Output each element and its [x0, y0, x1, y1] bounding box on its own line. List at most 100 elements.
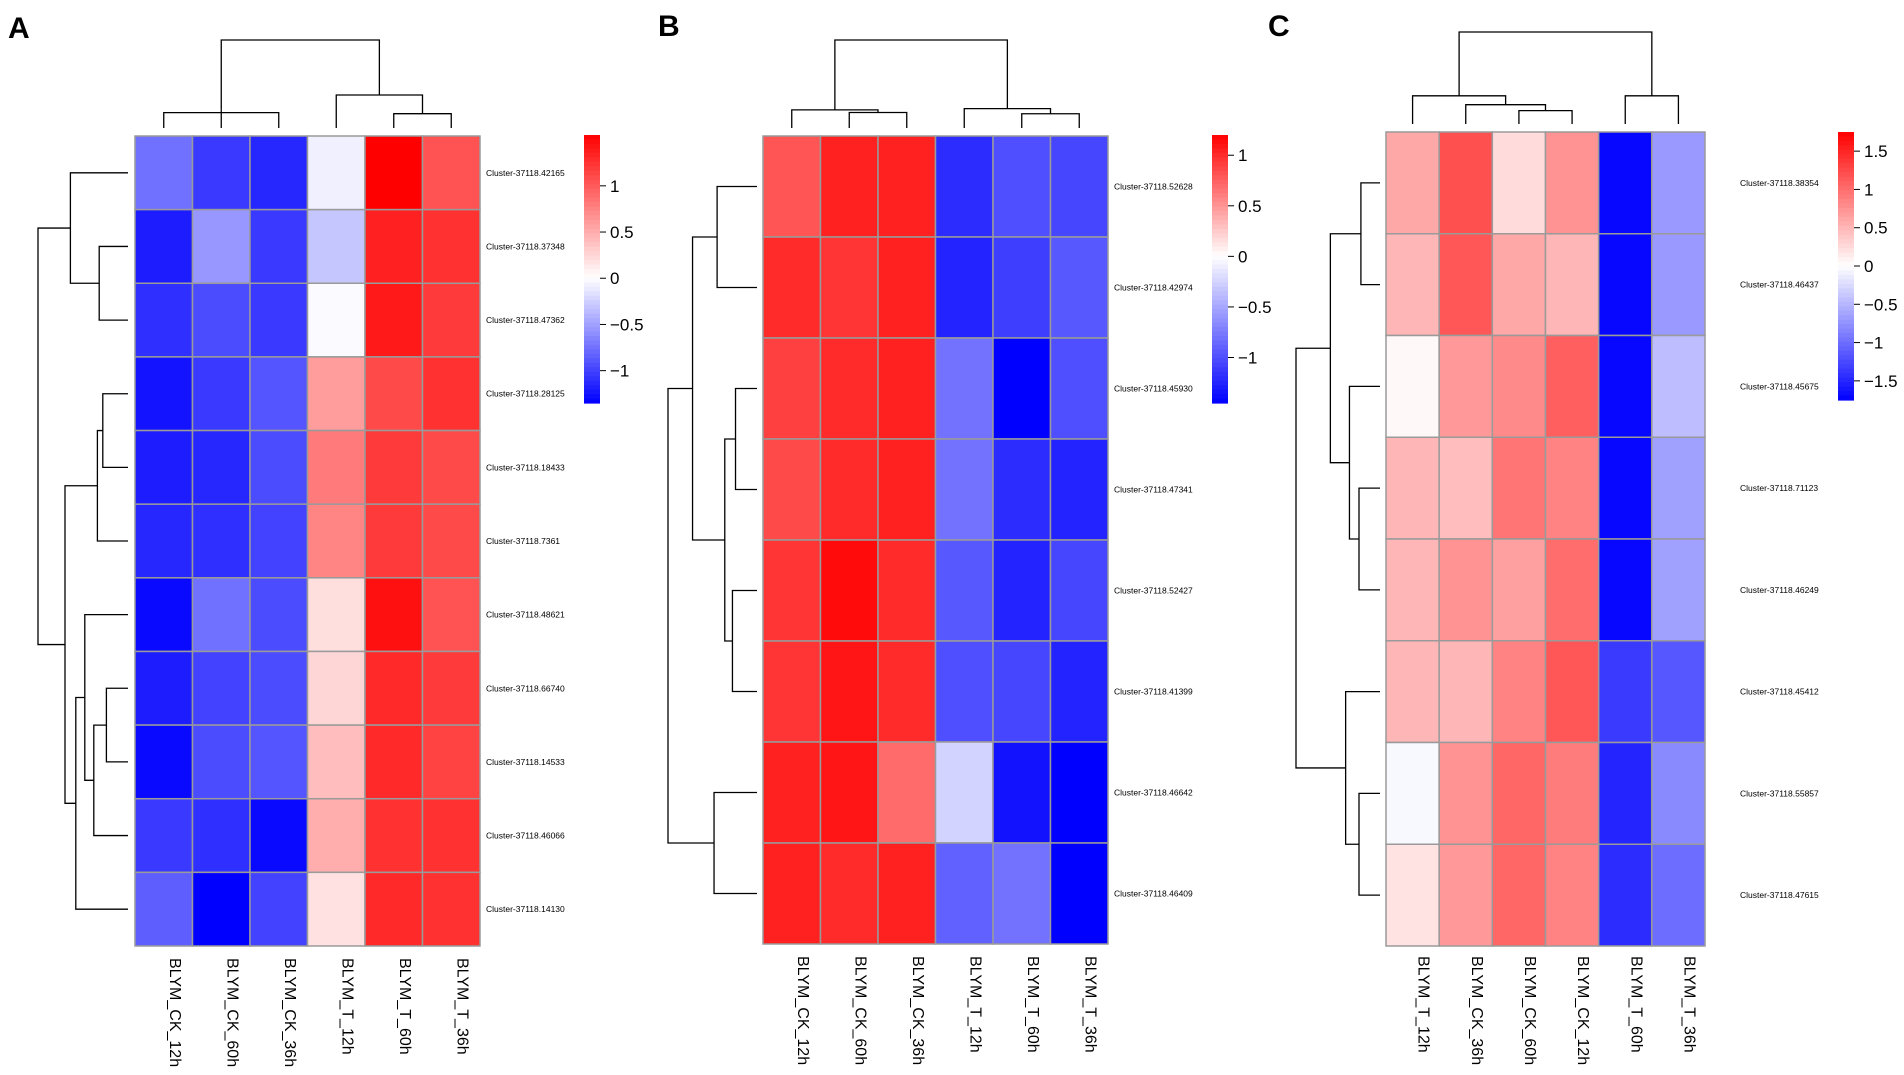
colorbar-segment [584, 380, 600, 386]
heatmap-cell [819, 236, 879, 339]
heatmap-cell [306, 650, 366, 726]
row-dendrogram-branch [93, 724, 128, 837]
colorbar-segment [584, 318, 600, 324]
heatmap-cell [1544, 538, 1600, 642]
colorbar-segment [1838, 234, 1854, 240]
column-dendrogram-branch [1465, 104, 1547, 124]
colorbar-segment [1838, 270, 1854, 276]
row-dendrogram-branch [724, 438, 736, 642]
colorbar-segment [584, 376, 600, 382]
colorbar-segment [1212, 286, 1228, 292]
heatmap-cell [364, 135, 424, 211]
heatmap-cell [249, 282, 309, 358]
colorbar-segment [584, 166, 600, 172]
heatmap-cell [1544, 741, 1600, 845]
colorbar-segment [1838, 207, 1854, 213]
colorbar-segment [1212, 224, 1228, 230]
colorbar-segment [1838, 395, 1854, 401]
colorbar-segment [1838, 333, 1854, 339]
colorbar-segment [1838, 225, 1854, 231]
colorbar-tick-label: −1 [1238, 348, 1257, 367]
heatmap-cell [1544, 334, 1600, 438]
row-label: Cluster-37118.47615 [1740, 890, 1819, 900]
panel-a: A Cluster-37118.42165 Cluster-37118.37348 C… [8, 12, 644, 1067]
heatmap-cell [306, 871, 366, 947]
heatmap-cell [1438, 843, 1494, 947]
heatmap-cell [191, 577, 251, 653]
row-label: Cluster-37118.28125 [486, 389, 565, 399]
heatmap-cell [1597, 741, 1653, 845]
colorbar-segment [1838, 167, 1854, 173]
column-dendrogram-branch [1624, 95, 1680, 124]
colorbar-segment [584, 282, 600, 288]
row-dendrogram-branch [75, 696, 128, 910]
heatmap-cell [1385, 640, 1440, 744]
colorbar-tick-label: 0.5 [610, 223, 634, 242]
colorbar-segment [1212, 304, 1228, 310]
heatmap-cell [934, 640, 994, 743]
colorbar-segment [584, 264, 600, 270]
heatmap-cell [364, 724, 424, 800]
colorbar-segment [1212, 371, 1228, 377]
heatmap-cell [762, 741, 822, 844]
colorbar-segment [584, 237, 600, 243]
heatmap-cell [1651, 640, 1706, 744]
heatmap-cell [306, 356, 366, 432]
colorbar-segment [1838, 221, 1854, 227]
colorbar-segment [584, 344, 600, 350]
colorbar-segment [1212, 313, 1228, 319]
colorbar-tick-label: 0 [1864, 257, 1873, 276]
heatmap-cell [1049, 135, 1109, 238]
column-dendrogram-branch [1411, 95, 1507, 124]
colorbar-segment [584, 300, 600, 306]
heatmap-cell [364, 871, 424, 947]
heatmap-cell [364, 577, 424, 653]
heatmap-cell [1438, 233, 1494, 337]
column-dendrogram-branch [1518, 109, 1573, 124]
heatmap-cell [134, 577, 194, 653]
colorbar-segment [584, 353, 600, 359]
colorbar-segment [1212, 273, 1228, 279]
colorbar-segment [1212, 161, 1228, 167]
row-label: Cluster-37118.47341 [1114, 485, 1193, 495]
row-label: Cluster-37118.45675 [1740, 381, 1819, 391]
colorbar-segment [584, 242, 600, 248]
heatmap-cell [134, 650, 194, 726]
colorbar-segment [1838, 391, 1854, 397]
row-label: Cluster-37118.45930 [1114, 384, 1193, 394]
heatmap-cell [1597, 843, 1653, 947]
colorbar-segment [1838, 172, 1854, 178]
heatmap-cell [1597, 436, 1653, 540]
heatmap-cell [1491, 233, 1547, 337]
heatmap-cell [1438, 131, 1494, 235]
colorbar-segment [1212, 152, 1228, 158]
heatmap-cell [819, 438, 879, 541]
colorbar-segment [1838, 194, 1854, 200]
colorbar-segment [1838, 315, 1854, 321]
heatmap-cell [992, 337, 1052, 440]
heatmap-cell [1049, 337, 1109, 440]
colorbar-segment [584, 327, 600, 333]
heatmap-cell [762, 135, 822, 238]
heatmap-cell [762, 236, 822, 339]
colorbar-segment [1212, 309, 1228, 315]
heatmap-cell [364, 503, 424, 579]
colorbar-segment [1212, 358, 1228, 364]
heatmap-cell [819, 337, 879, 440]
heatmap-cell [877, 135, 937, 238]
colorbar-segment [584, 398, 600, 404]
colorbar-segment [1212, 193, 1228, 199]
row-label: Cluster-37118.18433 [486, 462, 565, 472]
heatmap-cell [306, 577, 366, 653]
heatmap-cell [191, 871, 251, 947]
colorbar-segment [1838, 377, 1854, 383]
heatmap-cell [249, 208, 309, 285]
colorbar-segment [1212, 344, 1228, 350]
heatmap-cell [249, 797, 309, 874]
colorbar-segment [1212, 318, 1228, 324]
colorbar-segment [1212, 135, 1228, 141]
heatmap-cell [819, 842, 879, 945]
heatmap-cell [762, 539, 822, 642]
row-dendrogram-branch [1348, 385, 1380, 540]
colorbar-segment [584, 371, 600, 377]
